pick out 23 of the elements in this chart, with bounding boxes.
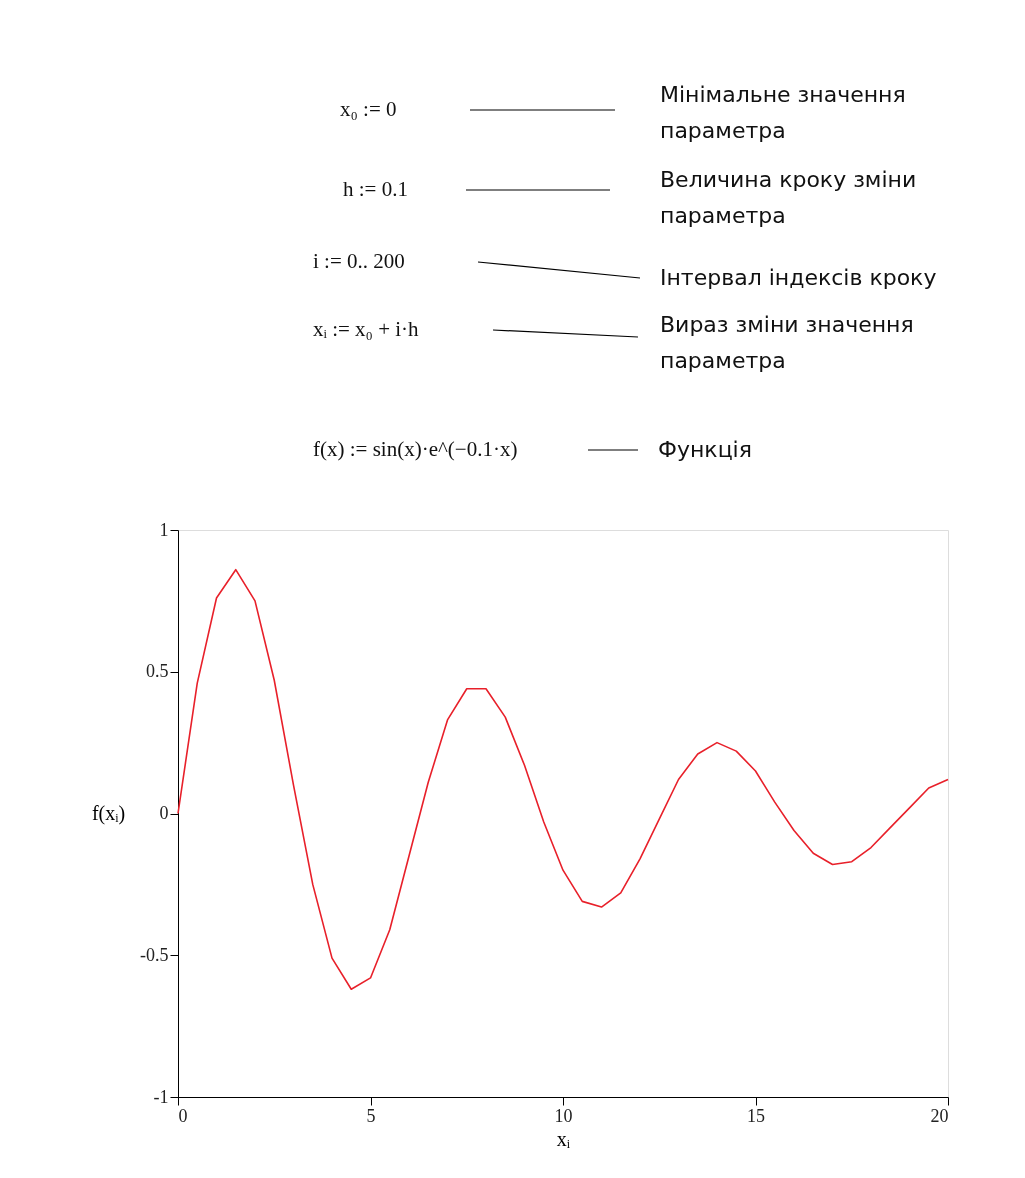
- x-tick-label: 0: [178, 1105, 188, 1126]
- text: Функція: [658, 437, 752, 462]
- x-tick-label: 10: [554, 1105, 573, 1126]
- text: Інтервал індексів кроку: [660, 265, 937, 290]
- text: x₀ := 0: [340, 97, 397, 121]
- y-tick-label: 1: [159, 519, 169, 540]
- text: h := 0.1: [343, 177, 408, 201]
- text: Вираз зміни значення параметра: [660, 312, 914, 373]
- text: i := 0.. 200: [313, 249, 405, 273]
- y-tick-label: 0: [159, 803, 169, 823]
- text: f(x) := sin(x)·e^(−0.1·x): [313, 437, 518, 461]
- x-tick-label: 15: [747, 1105, 765, 1126]
- y-axis-title: f(xᵢ): [91, 802, 126, 825]
- line-series: [177, 568, 949, 991]
- text: Величина кроку зміни параметра: [660, 167, 917, 228]
- y-tick-label: -0.5: [140, 944, 169, 965]
- y-tick-label: -1: [153, 1086, 169, 1107]
- x-axis-title: xᵢ: [556, 1127, 571, 1150]
- y-tick-label: 0.5: [146, 661, 169, 682]
- x-tick-label: 5: [366, 1105, 376, 1126]
- text: xᵢ := x₀ + i·h: [313, 317, 420, 341]
- text: Мінімальне значення параметра: [660, 82, 906, 143]
- x-tick-label: 20: [930, 1105, 949, 1126]
